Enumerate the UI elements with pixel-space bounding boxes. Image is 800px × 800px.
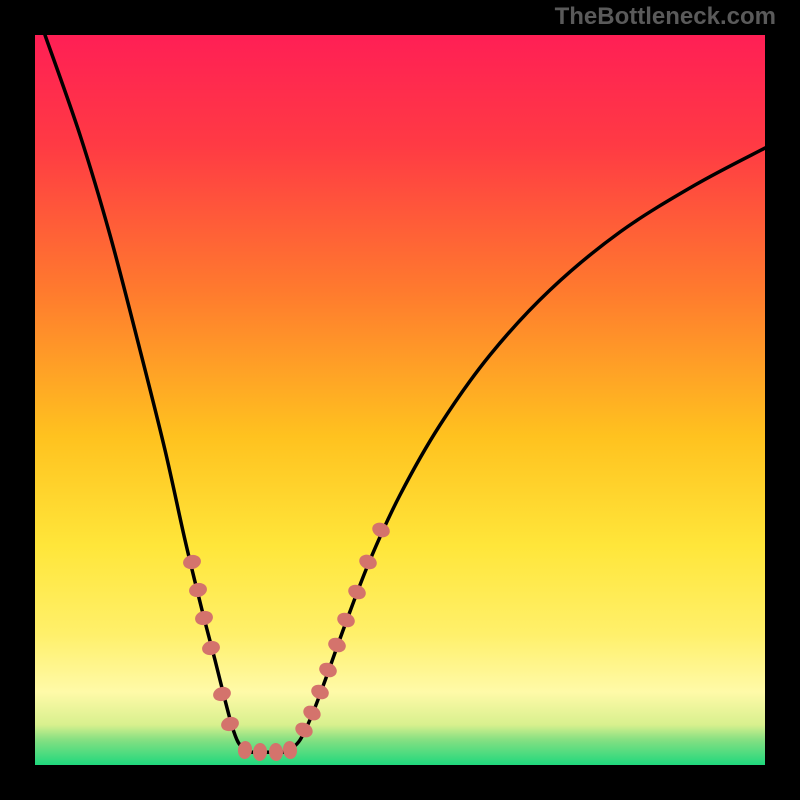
gradient-background xyxy=(35,35,765,765)
watermark-text: TheBottleneck.com xyxy=(555,3,776,30)
bottleneck-chart: TheBottleneck.com xyxy=(0,0,800,800)
chart-root: TheBottleneck.com xyxy=(0,0,800,800)
